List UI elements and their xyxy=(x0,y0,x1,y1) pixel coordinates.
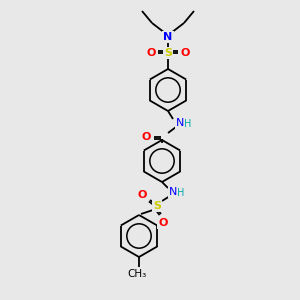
Text: N: N xyxy=(164,32,172,42)
Text: H: H xyxy=(177,188,185,198)
Text: O: O xyxy=(158,218,168,228)
Text: O: O xyxy=(137,190,147,200)
Text: O: O xyxy=(141,132,151,142)
Text: S: S xyxy=(164,48,172,58)
Text: O: O xyxy=(146,48,156,58)
Text: S: S xyxy=(153,201,161,211)
Text: CH₃: CH₃ xyxy=(128,269,147,279)
Text: H: H xyxy=(184,119,192,129)
Text: O: O xyxy=(180,48,190,58)
Text: N: N xyxy=(169,187,177,197)
Text: N: N xyxy=(176,118,184,128)
